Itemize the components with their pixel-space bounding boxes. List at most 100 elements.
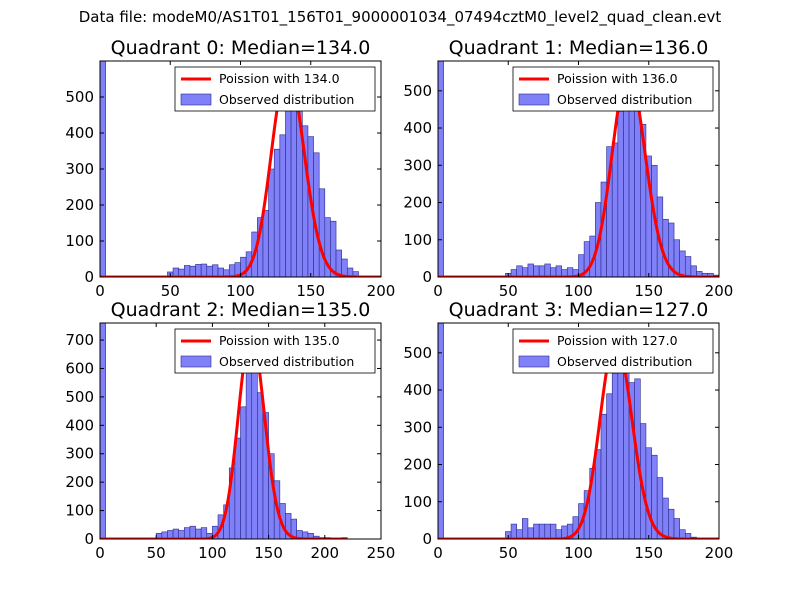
histogram-bar bbox=[684, 533, 692, 539]
y-tick-label: 400 bbox=[65, 416, 94, 434]
histogram-bar bbox=[285, 89, 292, 277]
legend-label-observed: Observed distribution bbox=[557, 354, 692, 369]
histogram-bar bbox=[257, 392, 264, 539]
y-tick-label: 500 bbox=[65, 388, 94, 406]
histogram-bar bbox=[684, 256, 692, 277]
histogram-bar bbox=[645, 447, 652, 539]
x-tick-label: 250 bbox=[367, 544, 396, 562]
y-tick-label: 200 bbox=[403, 456, 432, 474]
histogram-bar bbox=[100, 323, 106, 539]
histogram-bar bbox=[521, 518, 529, 539]
x-tick-label: 100 bbox=[226, 282, 255, 300]
histogram-bar bbox=[212, 264, 219, 277]
histogram-bar bbox=[544, 523, 551, 539]
y-tick-label: 100 bbox=[403, 493, 432, 511]
subplot-title: Quadrant 0: Median=134.0 bbox=[111, 37, 371, 59]
histogram-bar bbox=[318, 188, 326, 277]
x-tick-label: 150 bbox=[296, 282, 325, 300]
y-tick-label: 300 bbox=[65, 160, 94, 178]
histogram-bar bbox=[438, 61, 444, 277]
x-tick-label: 100 bbox=[564, 282, 593, 300]
legend-bar-swatch bbox=[518, 93, 550, 106]
histogram-bar bbox=[527, 263, 534, 277]
y-tick-label: 500 bbox=[403, 82, 432, 100]
histogram-bars bbox=[100, 323, 348, 539]
legend: Poission with 135.0 Observed distribution bbox=[174, 328, 376, 374]
histogram-bar bbox=[628, 84, 636, 277]
histogram-bar bbox=[595, 449, 602, 539]
histogram-bar bbox=[251, 356, 258, 539]
poisson-curve bbox=[438, 338, 719, 539]
legend: Poission with 136.0 Observed distribution bbox=[512, 66, 714, 112]
histogram-bar bbox=[245, 359, 253, 539]
histogram-bar bbox=[527, 527, 534, 539]
histogram-bar bbox=[184, 265, 191, 277]
histogram-bar bbox=[611, 142, 619, 277]
x-tick-label: 50 bbox=[499, 544, 518, 562]
legend-bar-swatch bbox=[180, 93, 212, 106]
y-tick-label: 500 bbox=[403, 344, 432, 362]
x-tick-label: 0 bbox=[95, 544, 105, 562]
subplot-title: Quadrant 1: Median=136.0 bbox=[449, 37, 709, 59]
y-tick-label: 300 bbox=[65, 445, 94, 463]
y-tick-label: 400 bbox=[403, 119, 432, 137]
y-tick-label: 700 bbox=[65, 331, 94, 349]
y-tick-label: 100 bbox=[65, 502, 94, 520]
histogram-bar bbox=[438, 323, 444, 539]
x-tick-label: 200 bbox=[705, 282, 734, 300]
histogram-bar bbox=[606, 393, 613, 539]
y-tick-label: 0 bbox=[84, 268, 94, 286]
axes-frame bbox=[99, 322, 382, 540]
histogram-bar bbox=[189, 265, 196, 277]
y-tick-label: 400 bbox=[65, 124, 94, 142]
y-tick-label: 300 bbox=[403, 418, 432, 436]
histogram-bar bbox=[673, 518, 680, 539]
legend-label-poisson: Poission with 136.0 bbox=[557, 71, 678, 86]
histogram-bar bbox=[617, 356, 624, 539]
histogram-bar bbox=[268, 168, 275, 277]
y-tick-label: 0 bbox=[422, 268, 432, 286]
histogram-bar bbox=[538, 265, 546, 277]
x-tick-label: 0 bbox=[433, 544, 443, 562]
histogram-bar bbox=[679, 250, 686, 277]
x-tick-label: 0 bbox=[95, 282, 105, 300]
x-tick-label: 150 bbox=[254, 544, 283, 562]
legend-label-observed: Observed distribution bbox=[557, 92, 692, 107]
histogram-bar bbox=[510, 523, 517, 539]
x-tick-label: 150 bbox=[634, 544, 663, 562]
histogram-bar bbox=[195, 264, 202, 277]
legend-label-observed: Observed distribution bbox=[219, 354, 354, 369]
histogram-bar bbox=[600, 413, 607, 539]
histogram-bar bbox=[533, 265, 540, 277]
histogram-bar bbox=[262, 210, 269, 277]
x-tick-label: 200 bbox=[705, 544, 734, 562]
histogram-bar bbox=[555, 265, 562, 277]
y-tick-label: 400 bbox=[403, 381, 432, 399]
histogram-bar bbox=[538, 523, 546, 539]
histogram-bar bbox=[341, 258, 348, 277]
y-tick-label: 500 bbox=[65, 88, 94, 106]
subplot-quadrant-2: 0 50 100 150 200 250 0 100 200 300 400 500 600 700 Qua… bbox=[65, 299, 395, 562]
histogram-bar bbox=[206, 265, 213, 277]
legend-bar-swatch bbox=[518, 355, 550, 368]
y-tick-label: 200 bbox=[403, 194, 432, 212]
x-tick-label: 150 bbox=[634, 282, 663, 300]
y-tick-label: 100 bbox=[65, 232, 94, 250]
histogram-bar bbox=[550, 523, 557, 539]
y-tick-label: 100 bbox=[403, 231, 432, 249]
subplot-quadrant-1: 0 50 100 150 200 0 100 200 300 400 500 Quadrant 1: … bbox=[403, 37, 733, 300]
y-tick-label: 200 bbox=[65, 196, 94, 214]
x-tick-label: 200 bbox=[367, 282, 396, 300]
histogram-bar bbox=[240, 406, 247, 539]
histogram-bar bbox=[623, 107, 630, 277]
y-tick-label: 0 bbox=[422, 530, 432, 548]
subplot-title: Quadrant 2: Median=135.0 bbox=[111, 299, 371, 321]
histogram-bar bbox=[617, 110, 624, 277]
legend-label-poisson: Poission with 134.0 bbox=[219, 71, 340, 86]
x-tick-label: 50 bbox=[161, 282, 180, 300]
histogram-bar bbox=[184, 527, 191, 539]
x-tick-label: 50 bbox=[147, 544, 166, 562]
y-tick-label: 200 bbox=[65, 473, 94, 491]
histogram-bar bbox=[668, 508, 675, 539]
